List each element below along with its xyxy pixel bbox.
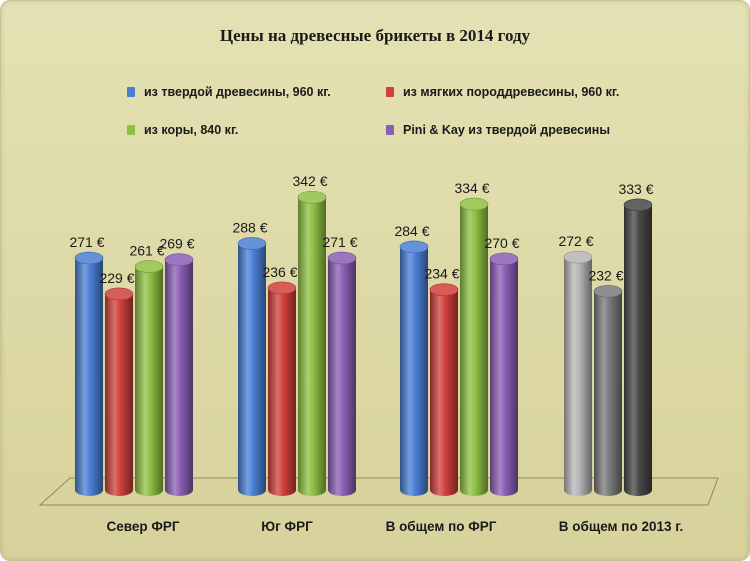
- bar-s3-c0: [164, 253, 194, 496]
- bar-2013-2-body: [624, 204, 652, 496]
- bar-2013-0-top: [563, 250, 593, 264]
- bar-2013-2: [623, 198, 653, 496]
- category-label-3: В общем по 2013 г.: [559, 519, 684, 534]
- bar-2013-0-label: 272 €: [558, 233, 593, 249]
- bar-s3-c1-label: 271 €: [322, 234, 357, 250]
- bar-s2-c0: [134, 260, 164, 496]
- bar-s2-c1-top: [297, 190, 327, 204]
- bar-2013-0-body: [564, 257, 592, 496]
- category-label-1: Юг ФРГ: [261, 519, 313, 534]
- bar-s3-c2-body: [490, 258, 518, 496]
- legend-item-hardwood: из твердой древесины, 960 кг.: [127, 84, 331, 100]
- legend-swatch-bark: [127, 125, 135, 135]
- bar-s2-c2-top: [459, 197, 489, 211]
- bar-s3-c0-label: 269 €: [159, 236, 194, 252]
- bar-s0-c0: [74, 251, 104, 496]
- bar-s3-c0-body: [165, 259, 193, 496]
- bar-2013-1: [593, 285, 623, 496]
- bar-s3-c2: [489, 252, 519, 496]
- legend-label-softwood: из мягких породдревесины, 960 кг.: [403, 85, 620, 99]
- bar-s0-c1-body: [238, 243, 266, 496]
- bar-s0-c0-top: [74, 251, 104, 265]
- category-label-2: В общем по ФРГ: [386, 519, 497, 534]
- bar-2013-2-top: [623, 198, 653, 212]
- bar-s1-c0-top: [104, 287, 134, 301]
- bar-s1-c1-top: [267, 281, 297, 295]
- bar-s1-c2-top: [429, 283, 459, 296]
- bar-2013-1-top: [593, 285, 623, 298]
- bar-s1-c2-label: 234 €: [424, 266, 459, 282]
- bar-s3-c2-top: [489, 252, 519, 266]
- bar-s0-c1: [237, 237, 267, 496]
- bar-s1-c2-body: [430, 289, 458, 496]
- bar-s3-c1-top: [327, 251, 357, 265]
- bar-2013-1-label: 232 €: [588, 267, 623, 283]
- bar-s1-c2: [429, 283, 459, 496]
- chart-title: Цены на древесные брикеты в 2014 году: [219, 26, 531, 45]
- legend-swatch-hardwood: [127, 87, 135, 97]
- bar-s2-c2: [459, 197, 489, 496]
- bar-s0-c2-top: [399, 240, 429, 254]
- bar-s2-c0-label: 261 €: [129, 243, 164, 259]
- bar-s2-c2-body: [460, 204, 488, 496]
- legend-item-pinikay: Pini & Kay из твердой древесины: [386, 122, 610, 138]
- category-label-0: Север ФРГ: [106, 519, 179, 534]
- bar-s1-c1: [267, 281, 297, 496]
- bar-s0-c2-body: [400, 246, 428, 496]
- bar-2013-1-body: [594, 291, 622, 496]
- bar-s1-c1-label: 236 €: [262, 264, 297, 280]
- bar-s0-c2-label: 284 €: [394, 223, 429, 239]
- bar-s2-c1: [297, 190, 327, 497]
- bar-s2-c0-body: [135, 266, 163, 496]
- bar-s3-c0-top: [164, 253, 194, 267]
- bar-s3-c2-label: 270 €: [484, 235, 519, 251]
- bar-s3-c1: [327, 251, 357, 496]
- bar-s0-c1-top: [237, 237, 267, 250]
- bar-s2-c1-label: 342 €: [292, 173, 327, 189]
- bar-s1-c1-body: [268, 287, 296, 496]
- legend-item-bark: из коры, 840 кг.: [127, 122, 238, 138]
- legend-swatch-pinikay: [386, 125, 394, 135]
- bar-s0-c2: [399, 240, 429, 496]
- legend-label-pinikay: Pini & Kay из твердой древесины: [403, 123, 611, 137]
- bar-s3-c1-body: [328, 258, 356, 496]
- bar-s0-c0-label: 271 €: [69, 234, 104, 250]
- legend-label-hardwood: из твердой древесины, 960 кг.: [144, 85, 331, 99]
- bar-s1-c0-label: 229 €: [99, 270, 134, 286]
- legend-swatch-softwood: [386, 87, 394, 97]
- bar-s1-c0: [104, 287, 134, 496]
- bar-s1-c0-body: [105, 293, 133, 496]
- bar-s2-c0-top: [134, 260, 164, 273]
- legend-item-softwood: из мягких породдревесины, 960 кг.: [386, 84, 619, 100]
- bar-2013-2-label: 333 €: [618, 181, 653, 197]
- bar-2013-0: [563, 250, 593, 496]
- bar-s2-c1-body: [298, 197, 326, 497]
- bar-s0-c1-label: 288 €: [232, 219, 267, 235]
- legend-label-bark: из коры, 840 кг.: [144, 123, 239, 137]
- bar-s0-c0-body: [75, 258, 103, 496]
- bar-s2-c2-label: 334 €: [454, 180, 489, 196]
